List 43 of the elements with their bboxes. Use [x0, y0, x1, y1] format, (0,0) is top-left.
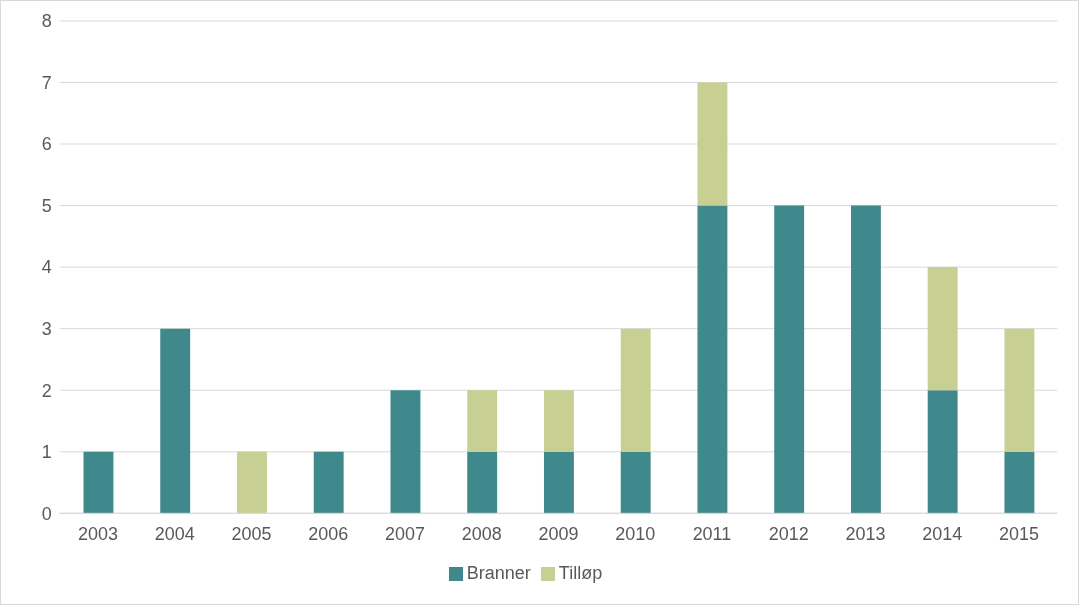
bar	[543, 451, 574, 514]
x-tick-label: 2006	[308, 523, 349, 544]
bar	[927, 267, 958, 391]
x-tick-label: 2011	[692, 523, 732, 544]
y-tick-label: 3	[41, 319, 52, 340]
x-tick-label: 2004	[154, 523, 195, 544]
bar	[160, 328, 191, 514]
bar	[1004, 328, 1035, 452]
y-tick-label: 1	[41, 442, 52, 463]
bar	[467, 451, 498, 514]
bar	[237, 451, 267, 514]
y-tick-label: 8	[41, 11, 52, 32]
y-tick-label: 4	[41, 257, 52, 278]
x-tick-label: 2009	[538, 523, 579, 544]
y-tick-label: 6	[41, 134, 52, 155]
x-tick-label: 2015	[998, 523, 1039, 544]
bar	[620, 451, 651, 514]
y-tick-label: 7	[41, 72, 52, 93]
y-tick-label: 5	[41, 195, 52, 216]
x-tick-label: 2013	[845, 523, 886, 544]
x-tick-label: 2007	[384, 523, 425, 544]
bar	[697, 82, 728, 206]
bar	[390, 390, 421, 514]
bar	[1004, 451, 1035, 514]
y-tick-label: 0	[41, 503, 52, 524]
x-tick-label: 2008	[461, 523, 502, 544]
bar	[467, 390, 498, 452]
bar	[543, 390, 574, 452]
x-tick-label: 2014	[922, 523, 963, 544]
bar	[83, 451, 114, 514]
x-tick-label: 2012	[768, 523, 809, 544]
bar	[850, 205, 881, 514]
legend-label: Tilløp	[558, 563, 603, 583]
bar	[313, 451, 344, 514]
bar	[697, 205, 728, 514]
x-tick-label: 2005	[231, 523, 272, 544]
x-tick-label: 2010	[615, 523, 656, 544]
bar	[927, 390, 958, 514]
bar	[620, 328, 651, 452]
bar	[774, 205, 805, 514]
y-tick-label: 2	[41, 380, 52, 401]
legend-label: Branner	[466, 563, 531, 583]
x-tick-label: 2003	[78, 523, 118, 544]
